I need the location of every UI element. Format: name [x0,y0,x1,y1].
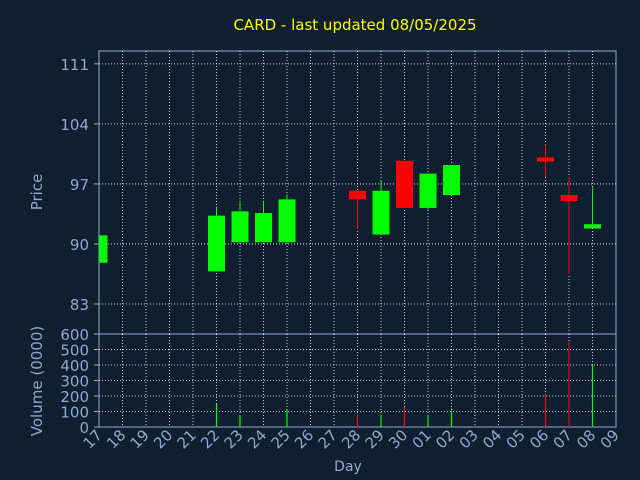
candle-body [208,215,225,272]
price-axis-label: Price [28,174,46,211]
price-y-tick-label: 104 [60,116,89,134]
volume-axis-label: Volume (0000) [28,326,46,436]
candle-body [443,165,460,196]
x-axis: 1718192021222324252627282930010203040506… [80,426,623,452]
x-axis-label: Day [334,459,362,475]
candle-body [419,173,437,208]
candle-body [255,213,272,243]
candle-body [349,190,366,200]
price-panel: 83 90 97 104 111 [60,50,617,335]
candle-body [584,224,601,229]
candle-body [537,157,554,162]
volume-y-tick-label: 600 [60,326,89,344]
volume-y-tick-label: 300 [60,373,89,391]
volume-y-tick-label: 100 [60,404,89,422]
candle-body [231,211,249,243]
candle-body [99,235,108,263]
candle-body [560,195,578,202]
price-y-tick-label: 97 [70,176,89,194]
candle-body [396,160,413,208]
price-y-tick-label: 90 [70,236,89,254]
volume-y-tick-label: 500 [60,342,89,360]
volume-y-tick-label: 0 [79,419,89,437]
price-y-tick-label: 83 [70,296,89,314]
volume-y-tick-label: 200 [60,388,89,406]
candle-body [372,190,390,235]
price-y-tick-label: 111 [60,56,89,74]
chart-title: CARD - last updated 08/05/2025 [233,16,476,34]
candles-group [99,144,601,274]
candle-body [278,199,296,243]
volume-y-tick-label: 400 [60,357,89,375]
